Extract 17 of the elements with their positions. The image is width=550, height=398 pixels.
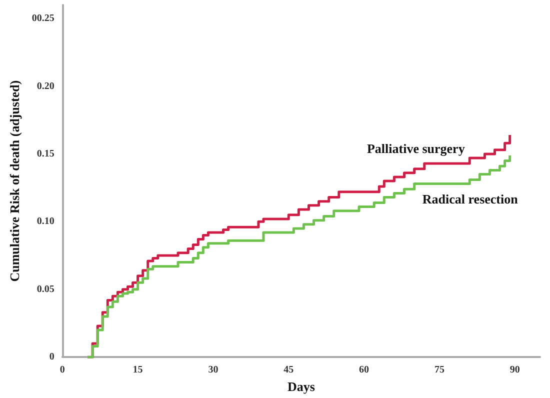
x-tick-label: 60	[359, 364, 370, 376]
x-tick-label: 45	[284, 364, 294, 376]
y-tick-label: 00.25	[32, 13, 54, 24]
y-tick-label: 0.20	[36, 80, 54, 92]
x-tick-label: 15	[132, 364, 143, 376]
series-label: Radical resection	[422, 191, 519, 206]
x-tick-label: 75	[434, 364, 444, 376]
x-tick-label: 30	[208, 364, 218, 376]
x-tick-label: 90	[510, 364, 520, 376]
x-axis-title: Days	[287, 379, 315, 394]
y-tick-label: 0.05	[36, 284, 54, 295]
y-tick-label: 0.10	[36, 216, 54, 228]
y-axis-title: Cumulative Risk of death (adjusted)	[7, 80, 22, 282]
y-tick-label: 0	[49, 352, 54, 363]
x-tick-label: 0	[60, 364, 65, 376]
series-label: Palliative surgery	[366, 141, 466, 156]
y-tick-label: 0.15	[36, 148, 54, 160]
